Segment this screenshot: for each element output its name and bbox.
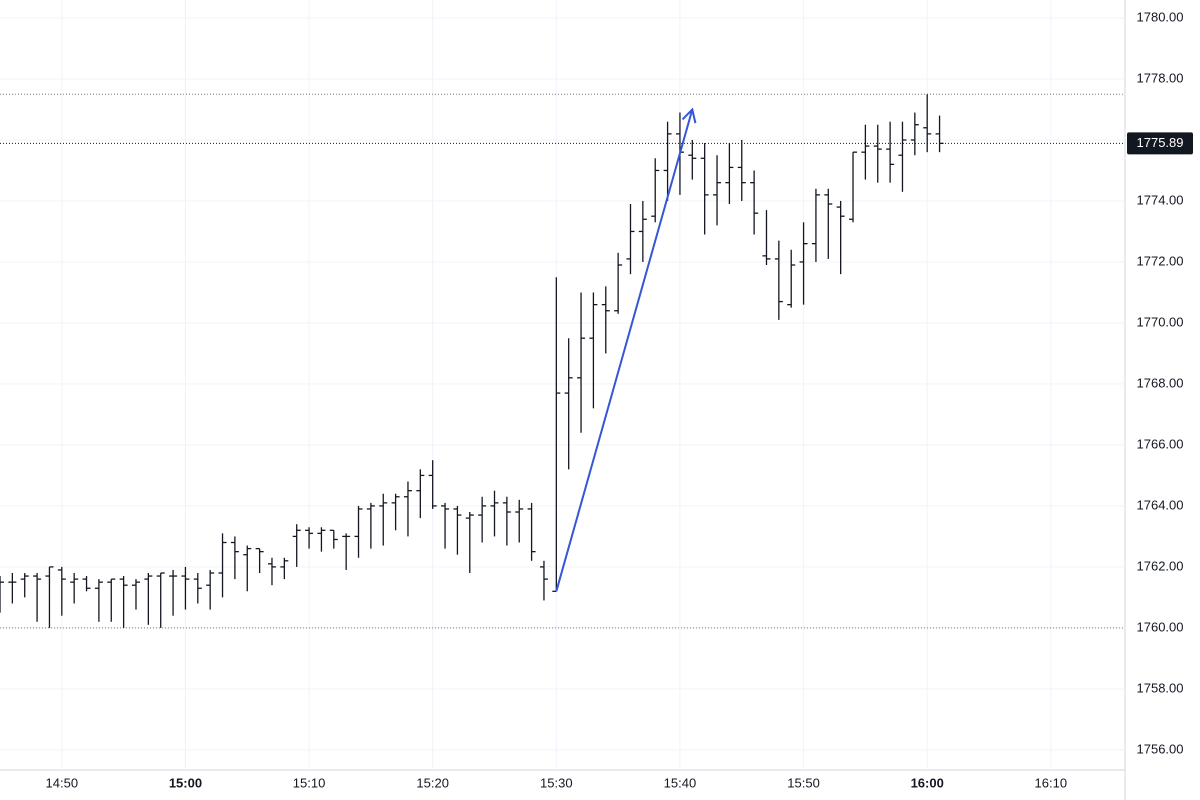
y-tick-label: 1770.00 (1137, 314, 1184, 329)
y-tick-label: 1758.00 (1137, 680, 1184, 695)
x-tick-label: 14:50 (46, 775, 79, 790)
y-tick-label: 1760.00 (1137, 619, 1184, 634)
x-tick-label: 16:00 (911, 775, 944, 790)
x-tick-label: 15:00 (169, 775, 202, 790)
y-tick-label: 1762.00 (1137, 558, 1184, 573)
y-tick-label: 1774.00 (1137, 192, 1184, 207)
y-tick-label: 1772.00 (1137, 253, 1184, 268)
y-tick-label: 1764.00 (1137, 497, 1184, 512)
y-tick-label: 1756.00 (1137, 741, 1184, 756)
y-tick-label: 1768.00 (1137, 375, 1184, 390)
x-tick-label: 15:20 (416, 775, 449, 790)
y-tick-label: 1778.00 (1137, 70, 1184, 85)
x-tick-label: 15:10 (293, 775, 326, 790)
y-tick-label: 1766.00 (1137, 436, 1184, 451)
y-tick-label: 1780.00 (1137, 9, 1184, 24)
price-label: 1775.89 (1137, 135, 1184, 150)
arrow-head (681, 107, 697, 124)
x-tick-label: 15:40 (664, 775, 697, 790)
x-tick-label: 16:10 (1035, 775, 1068, 790)
x-tick-label: 15:30 (540, 775, 573, 790)
arrow-line (555, 109, 694, 592)
x-tick-label: 15:50 (787, 775, 820, 790)
price-label-box (1127, 132, 1193, 155)
